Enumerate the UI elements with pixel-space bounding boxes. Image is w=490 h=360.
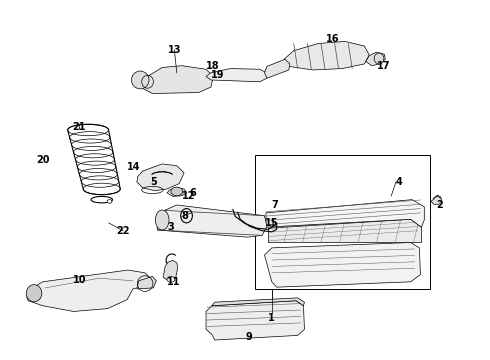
Text: 14: 14 <box>127 162 140 172</box>
Ellipse shape <box>170 72 192 84</box>
Polygon shape <box>265 243 420 287</box>
Ellipse shape <box>155 210 169 230</box>
Polygon shape <box>266 200 424 227</box>
Polygon shape <box>140 66 213 94</box>
Text: 18: 18 <box>206 61 220 71</box>
Ellipse shape <box>26 285 42 302</box>
Polygon shape <box>27 270 151 311</box>
Polygon shape <box>157 205 267 237</box>
Text: 19: 19 <box>211 69 224 80</box>
Polygon shape <box>167 188 187 197</box>
Text: 8: 8 <box>182 211 189 221</box>
Bar <box>255 155 430 289</box>
Text: 10: 10 <box>73 275 87 285</box>
Text: 13: 13 <box>168 45 181 55</box>
Polygon shape <box>265 59 290 78</box>
Polygon shape <box>269 219 421 243</box>
Text: 5: 5 <box>150 177 157 187</box>
Polygon shape <box>366 52 385 66</box>
Text: 4: 4 <box>396 177 403 187</box>
Ellipse shape <box>131 71 149 89</box>
Text: 3: 3 <box>168 222 174 232</box>
Text: 9: 9 <box>245 332 252 342</box>
Polygon shape <box>212 298 304 306</box>
Text: 17: 17 <box>376 61 390 71</box>
Polygon shape <box>137 164 184 191</box>
Polygon shape <box>431 195 442 204</box>
Polygon shape <box>137 276 156 289</box>
Text: 16: 16 <box>326 34 340 44</box>
Text: 21: 21 <box>73 122 86 132</box>
Text: 2: 2 <box>437 200 443 210</box>
Polygon shape <box>162 69 200 86</box>
Polygon shape <box>206 301 304 340</box>
Text: 11: 11 <box>167 277 180 287</box>
Polygon shape <box>163 260 178 280</box>
Text: 6: 6 <box>189 188 196 198</box>
Text: 22: 22 <box>117 226 130 236</box>
Text: 7: 7 <box>272 200 278 210</box>
Polygon shape <box>284 41 369 70</box>
Polygon shape <box>206 68 267 82</box>
Ellipse shape <box>374 53 384 64</box>
Text: 1: 1 <box>269 312 275 323</box>
Text: 20: 20 <box>37 156 50 165</box>
Circle shape <box>107 200 112 203</box>
Circle shape <box>171 187 183 196</box>
Text: 15: 15 <box>265 218 278 228</box>
Circle shape <box>167 276 175 282</box>
Text: 12: 12 <box>182 191 195 201</box>
